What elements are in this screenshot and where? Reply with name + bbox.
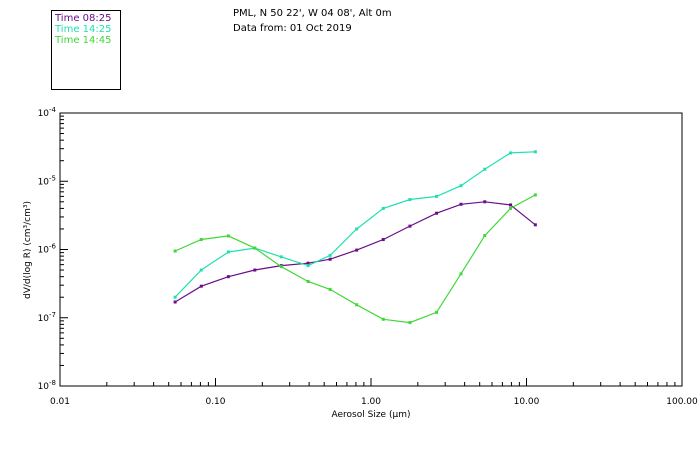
legend: Time 08:25 Time 14:25 Time 14:45	[51, 10, 121, 90]
series-point-2	[408, 321, 412, 325]
site-title: PML, N 50 22', W 04 08', Alt 0m	[233, 8, 392, 19]
series-point-0	[328, 257, 332, 261]
series-point-0	[173, 300, 177, 304]
data-date: Data from: 01 Oct 2019	[233, 23, 352, 34]
y-axis-label: dV/d(log R) (cm³/cm³)	[23, 201, 33, 299]
series-point-1	[408, 198, 412, 202]
legend-entry-1425: Time 14:25	[55, 24, 112, 35]
series-point-2	[435, 310, 439, 314]
chart-header: PML, N 50 22', W 04 08', Alt 0m Data fro…	[233, 6, 392, 36]
y-tick-label: 10-6	[38, 243, 57, 256]
series-point-2	[355, 303, 359, 307]
series-point-1	[173, 295, 177, 299]
series-point-2	[306, 279, 310, 283]
x-tick-label: 1.00	[361, 397, 381, 407]
series-point-2	[483, 234, 487, 238]
series-point-1	[226, 250, 230, 254]
legend-entry-0825: Time 08:25	[55, 13, 112, 24]
series-point-0	[226, 275, 230, 279]
series-point-2	[279, 265, 283, 269]
x-axis-label: Aerosol Size (µm)	[332, 410, 411, 420]
series-point-0	[381, 238, 385, 242]
series-point-0	[508, 203, 512, 207]
series-point-0	[199, 284, 203, 288]
y-tick-label: 10-7	[38, 311, 56, 324]
series-point-1	[459, 184, 463, 188]
x-tick-label: 0.10	[205, 397, 225, 407]
series-point-2	[381, 317, 385, 321]
series-point-0	[533, 223, 537, 227]
series-layer	[173, 150, 537, 325]
y-tick-label: 10-5	[38, 174, 56, 187]
series-point-0	[459, 202, 463, 206]
y-ticks: 10-8 10-7 10-6 10-5 10-4	[38, 106, 68, 392]
series-point-1	[435, 194, 439, 198]
series-point-2	[459, 272, 463, 276]
series-point-1	[508, 151, 512, 155]
x-ticks: 0.01 0.10 1.00 10.00 100.00	[50, 378, 698, 407]
series-point-2	[199, 238, 203, 242]
series-point-1	[306, 264, 310, 268]
series-point-2	[226, 234, 230, 238]
x-tick-label: 0.01	[50, 397, 70, 407]
series-point-1	[483, 167, 487, 171]
x-tick-label: 10.00	[514, 397, 540, 407]
series-point-0	[253, 268, 257, 272]
y-tick-label: 10-4	[38, 106, 57, 119]
y-tick-label: 10-8	[38, 379, 56, 392]
series-point-2	[328, 287, 332, 291]
series-point-1	[355, 227, 359, 231]
series-point-0	[483, 200, 487, 204]
series-point-1	[199, 268, 203, 272]
series-point-2	[173, 249, 177, 253]
series-point-2	[508, 206, 512, 210]
series-point-1	[279, 255, 283, 259]
plot-frame	[59, 112, 683, 387]
series-point-0	[355, 248, 359, 252]
legend-entry-1445: Time 14:45	[55, 35, 112, 46]
series-point-0	[435, 211, 439, 215]
series-point-1	[533, 150, 537, 154]
series-point-2	[533, 193, 537, 197]
series-point-2	[253, 246, 257, 250]
series-point-1	[328, 253, 332, 257]
x-tick-label: 100.00	[666, 397, 698, 407]
series-point-1	[381, 206, 385, 210]
series-point-0	[306, 261, 310, 265]
series-point-0	[408, 224, 412, 228]
